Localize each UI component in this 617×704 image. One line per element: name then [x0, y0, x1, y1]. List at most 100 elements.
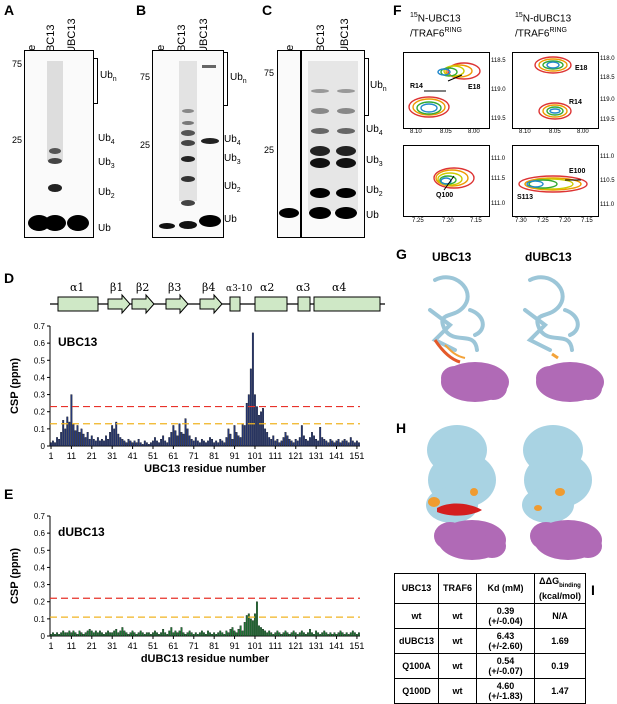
csp-bar: [156, 632, 158, 637]
csp-bar: [309, 628, 311, 637]
csp-bar: [141, 632, 144, 637]
csp-bar: [339, 630, 342, 637]
csp-bar: [154, 437, 156, 447]
csp-bar: [313, 435, 315, 447]
y-axis-label: CSP (ppm): [9, 358, 21, 414]
csp-bar: [125, 632, 128, 637]
csp-bar: [284, 432, 287, 447]
csp-bar: [50, 442, 52, 447]
y-tick-label: 0: [41, 632, 46, 641]
csp-bar: [274, 632, 277, 637]
csp-bar: [327, 634, 330, 637]
csp-bar: [121, 438, 124, 447]
csp-bar: [331, 440, 334, 447]
csp-bar: [117, 433, 120, 447]
csp-bar: [125, 442, 128, 447]
csp-bar: [215, 634, 218, 637]
csp-bar: [94, 630, 97, 637]
csp-bar: [186, 428, 189, 447]
x-tick-label: 61: [168, 641, 178, 651]
csp-bar: [80, 428, 83, 447]
csp-bar: [164, 632, 167, 637]
csp-bar: [300, 425, 303, 447]
secondary-structure-diagram: α1 β1 β2 β3 β4 α3-10 α2 α3 α4: [50, 281, 385, 315]
csp-bar: [341, 440, 344, 447]
x-tick-label: 151: [349, 451, 364, 461]
csp-bar: [123, 440, 126, 447]
csp-bar: [92, 632, 95, 637]
nmr-spectrum-top-right: E18 R14 8.10 8.05 8.00 118.0 118.5 119.0…: [512, 52, 615, 135]
csp-bar: [309, 437, 311, 447]
csp-bar: [196, 634, 199, 637]
csp-bar: [174, 630, 177, 637]
csp-bar: [237, 435, 240, 447]
csp-bar: [333, 442, 336, 447]
csp-bar: [278, 632, 281, 637]
csp-bar: [282, 437, 285, 447]
nmr-title-left: 15N-UBC13 /TRAF6RING: [410, 12, 462, 40]
csp-bar: [300, 630, 303, 637]
csp-bar: [115, 628, 118, 637]
csp-bar: [64, 428, 67, 447]
x-tick-label: 141: [329, 641, 344, 651]
bracket: [93, 58, 98, 104]
csp-bar: [192, 440, 195, 447]
csp-bar: [325, 632, 328, 637]
csp-bar: [162, 435, 165, 447]
panel-label-c: C: [262, 2, 273, 18]
csp-bar: [355, 634, 358, 637]
x-tick-label: 111: [269, 641, 283, 651]
table-cell: 4.60 (+/-1.83): [476, 677, 535, 704]
csp-bar: [331, 634, 334, 637]
csp-bar: [117, 632, 120, 637]
csp-bar: [194, 437, 197, 447]
axis-tick: 8.10: [519, 129, 531, 135]
ss-label: β4: [202, 281, 215, 294]
nmr-contours: [433, 167, 475, 191]
band-label-ubn: Ubn: [100, 70, 117, 83]
csp-bar: [147, 444, 150, 447]
surface-structure-dubc13: [522, 425, 602, 560]
peak-label: E18: [575, 65, 588, 72]
ss-label: β2: [136, 281, 149, 294]
x-tick-label: 31: [107, 641, 117, 651]
table-row: dUBC13 wt 6.43 (+/-2.60) 1.69: [393, 627, 587, 654]
band-label-ub3: Ub3: [98, 157, 115, 170]
csp-bar: [182, 433, 185, 447]
csp-bar: [313, 634, 315, 637]
x-tick-label: 141: [329, 451, 344, 461]
csp-bar: [323, 630, 326, 637]
table-row: Q100D wt 4.60 (+/-1.83) 1.47: [393, 677, 587, 704]
csp-bar: [86, 630, 89, 637]
csp-bar: [317, 440, 320, 447]
csp-bar: [225, 437, 228, 447]
gel-b: [152, 50, 224, 238]
y-tick-label: 0.6: [34, 529, 46, 538]
csp-bar: [209, 632, 211, 637]
table-cell: dUBC13: [393, 627, 440, 654]
mw-marker: 25: [11, 135, 22, 145]
csp-bar: [239, 437, 242, 447]
x-tick-label: 131: [309, 451, 324, 461]
csp-bar: [325, 440, 328, 447]
surface-structure-ubc13: [426, 425, 506, 560]
nmr-title-right: 15N-dUBC13 /TRAF6RING: [515, 12, 572, 40]
peak-label: E100: [569, 168, 586, 175]
csp-bar: [109, 432, 112, 447]
csp-bar: [286, 632, 289, 637]
band-label-ub2: Ub2: [224, 181, 241, 194]
table-cell: N/A: [533, 602, 587, 629]
x-tick-label: 81: [209, 641, 219, 651]
panel-label-b: B: [136, 2, 147, 18]
csp-bar: [319, 426, 322, 447]
table-header: Kd (mM): [476, 573, 535, 604]
csp-bar: [241, 423, 244, 447]
csp-bar: [129, 632, 132, 637]
gel-c-right-bands: [308, 61, 358, 219]
csp-bar: [123, 630, 126, 637]
x-tick-label: 71: [189, 451, 199, 461]
axis-tick: 8.00: [577, 129, 589, 135]
axis-tick: 119.5: [491, 116, 506, 122]
csp-bar: [88, 438, 91, 447]
axis-tick: 110.5: [600, 178, 615, 184]
